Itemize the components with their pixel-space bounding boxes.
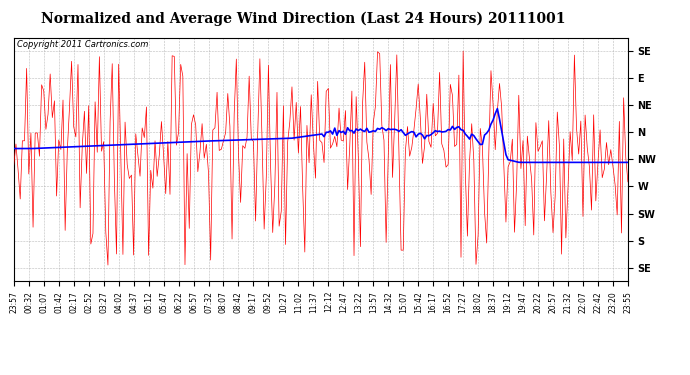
Text: Copyright 2011 Cartronics.com: Copyright 2011 Cartronics.com [17,40,148,49]
Text: Normalized and Average Wind Direction (Last 24 Hours) 20111001: Normalized and Average Wind Direction (L… [41,11,566,26]
